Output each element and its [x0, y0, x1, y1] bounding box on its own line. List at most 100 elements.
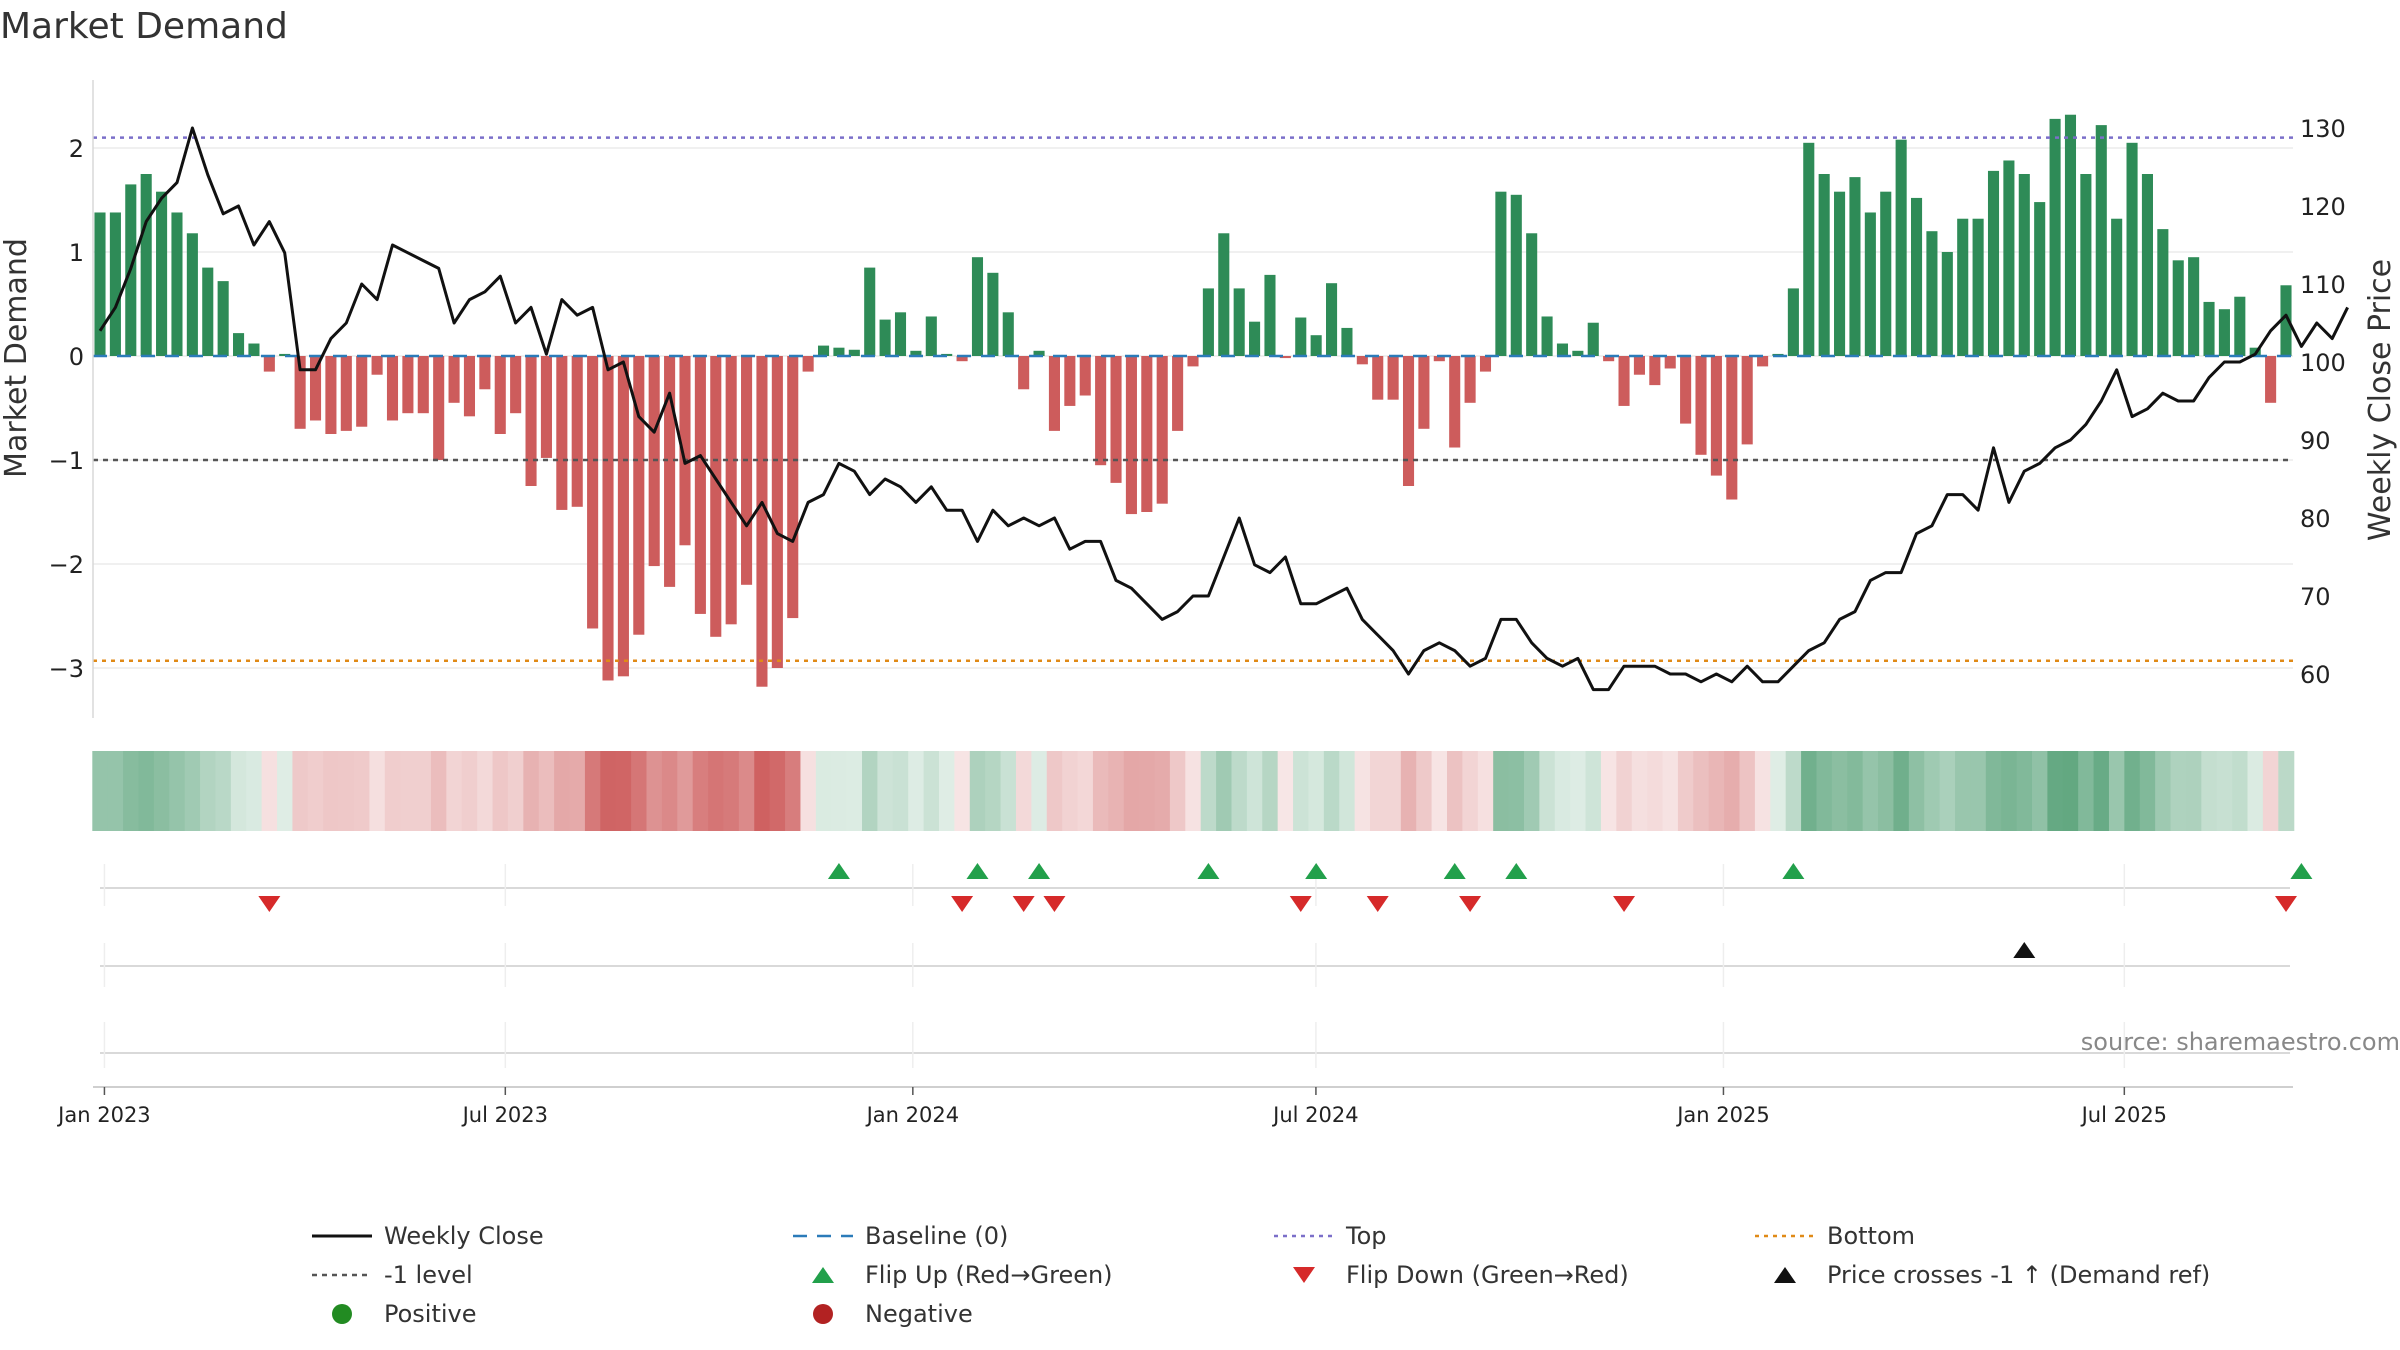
triangle-up-icon: [1774, 1267, 1796, 1283]
negative-bar: [356, 356, 368, 427]
flip-up-marker: [827, 863, 850, 879]
negative-bar: [510, 356, 522, 414]
heat-cell: [554, 751, 571, 831]
positive-bar: [1264, 274, 1276, 356]
positive-bar: [1941, 252, 1953, 356]
heat-cell: [1677, 751, 1694, 831]
positive-bar: [1910, 197, 1923, 356]
positive-bar: [1202, 288, 1214, 356]
positive-bar: [879, 319, 891, 356]
heat-cell: [862, 751, 879, 831]
negative-bar: [1710, 356, 1722, 476]
heat-cell: [1570, 751, 1587, 831]
triangle-up-icon: [812, 1267, 834, 1283]
heat-cell: [384, 751, 401, 831]
heat-cell: [323, 751, 340, 831]
positive-bar: [1849, 177, 1861, 356]
negative-bar: [694, 356, 706, 614]
heat-cell: [1169, 751, 1186, 831]
positive-bar: [1326, 283, 1338, 356]
heat-cell: [200, 751, 217, 831]
negative-bar: [1449, 356, 1461, 448]
heat-cell: [631, 751, 648, 831]
positive-bar: [2280, 285, 2292, 356]
positive-bar: [1510, 194, 1522, 356]
heat-cell: [2031, 751, 2048, 831]
chart-title: Market Demand: [0, 6, 288, 47]
axes: 2 1 0 −1 −2 −3 130 120 110 100 90 80 70 60: [49, 80, 2346, 718]
heat-cell: [2232, 751, 2249, 831]
positive-bar: [910, 350, 922, 356]
heat-cell: [1416, 751, 1433, 831]
signal-strips: [100, 863, 2313, 1068]
y-tick-label-right: 110: [2300, 271, 2346, 299]
heat-cell: [1154, 751, 1171, 831]
negative-bar: [571, 356, 583, 507]
x-tick-label: Jan 2023: [56, 1103, 151, 1127]
heat-cell: [1308, 751, 1325, 831]
x-tick-label: Jul 2024: [1271, 1103, 1358, 1127]
heat-cell: [831, 751, 848, 831]
heat-cell: [938, 751, 955, 831]
heat-cell: [754, 751, 771, 831]
legend-item-flip-down: Flip Down (Green→Red): [1293, 1261, 1629, 1289]
heat-cell: [969, 751, 986, 831]
negative-bar: [1356, 356, 1368, 365]
positive-bar: [2049, 118, 2061, 356]
heat-cell: [338, 751, 355, 831]
heat-cell: [2201, 751, 2218, 831]
positive-bar: [233, 333, 245, 356]
heat-cell: [1246, 751, 1263, 831]
heat-cell: [908, 751, 925, 831]
heat-cell: [354, 751, 371, 831]
heat-cell: [277, 751, 294, 831]
legend-item-bottom: Bottom: [1755, 1222, 1915, 1250]
heat-cell: [1493, 751, 1510, 831]
heat-cell: [400, 751, 417, 831]
x-axis-ticks: Jan 2023 Jul 2023 Jan 2024 Jul 2024 Jan 2025…: [56, 1086, 2293, 1127]
positive-bar: [2218, 309, 2230, 356]
legend-item-positive: Positive: [332, 1300, 477, 1328]
positive-bar: [156, 191, 168, 356]
heat-cell: [2093, 751, 2110, 831]
y-tick-label-left: −1: [49, 447, 84, 475]
positive-bar: [1987, 170, 2000, 356]
heat-cell: [1708, 751, 1725, 831]
negative-bar: [741, 356, 753, 585]
negative-bar: [1695, 356, 1707, 455]
positive-bar: [1972, 218, 1984, 356]
negative-bar: [1064, 356, 1076, 406]
heat-cell: [1585, 751, 1602, 831]
negative-bar: [1048, 356, 1060, 431]
positive-bar: [1818, 174, 1830, 356]
heat-cell: [708, 751, 725, 831]
heat-cell: [1600, 751, 1617, 831]
positive-bar: [1341, 327, 1353, 356]
negative-bar: [1726, 356, 1738, 500]
heat-cell: [1508, 751, 1525, 831]
legend-label: Positive: [384, 1300, 477, 1328]
negative-bar: [494, 356, 506, 434]
heat-cell: [1770, 751, 1787, 831]
heat-cell: [1108, 751, 1125, 831]
positive-bar: [1895, 139, 1907, 356]
flip-down-marker: [1366, 896, 1389, 912]
heat-cell: [2216, 751, 2233, 831]
heat-cell: [1323, 751, 1340, 831]
negative-bar: [756, 356, 768, 687]
negative-bar: [448, 356, 460, 403]
negative-bar: [402, 356, 414, 414]
positive-bar: [864, 267, 876, 356]
negative-bar: [1156, 356, 1168, 504]
heat-cell: [1031, 751, 1048, 831]
heat-cell: [584, 751, 601, 831]
legend-label: Price crosses -1 ↑ (Demand ref): [1827, 1261, 2210, 1289]
legend-item-flip-up: Flip Up (Red→Green): [812, 1261, 1113, 1289]
heat-cell: [1216, 751, 1233, 831]
heat-cell: [1616, 751, 1633, 831]
triangle-down-icon: [1293, 1267, 1315, 1283]
negative-bar: [2265, 356, 2277, 403]
flip-up-marker: [1782, 863, 1805, 879]
negative-bar: [1402, 356, 1415, 486]
